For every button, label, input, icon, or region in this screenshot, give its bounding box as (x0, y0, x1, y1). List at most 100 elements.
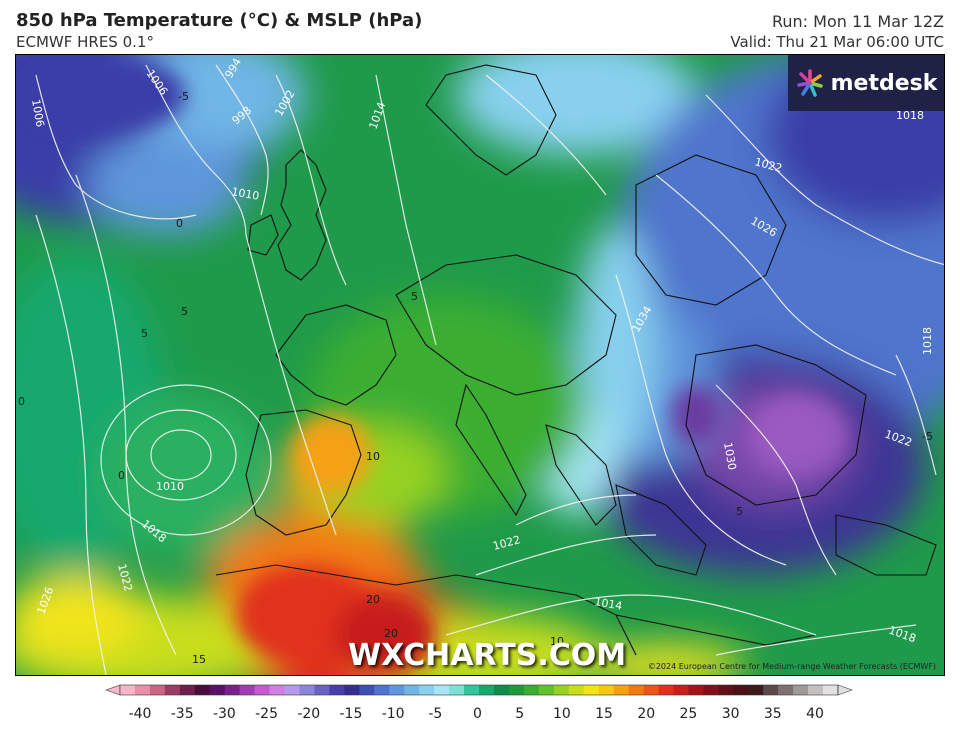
scale-tick-label: 30 (722, 706, 740, 722)
scale-swatch (134, 685, 151, 695)
scale-swatch (389, 685, 405, 695)
scale-tick-label: 20 (637, 706, 655, 722)
scale-swatch (733, 685, 749, 695)
temp-labels: -5 0 5 5 0 0 10 20 20 15 10 5 -5 5 (18, 90, 933, 666)
scale-swatch (673, 685, 689, 695)
isobar-labels: 1006 1006 994 998 1002 1010 1014 1010 10… (29, 56, 934, 646)
scale-swatch (404, 685, 420, 695)
scale-swatch (464, 685, 480, 695)
scale-swatch (479, 685, 495, 695)
scale-tick-label: 25 (680, 706, 698, 722)
scale-outline (119, 684, 839, 696)
scale-swatch (538, 685, 555, 695)
scale-swatch (703, 685, 719, 695)
scale-swatch (778, 685, 794, 695)
chart-header: 850 hPa Temperature (°C) & MSLP (hPa) EC… (0, 0, 960, 54)
scale-swatch (598, 685, 614, 695)
scale-swatch (508, 685, 525, 695)
copyright-text: ©2024 European Centre for Medium-range W… (647, 662, 936, 671)
valid-time: Valid: Thu 21 Mar 06:00 UTC (730, 33, 944, 51)
scale-tick-label: 35 (764, 706, 782, 722)
scale-tick-label: 10 (553, 706, 571, 722)
temp-label: 0 (118, 469, 125, 482)
isobar-label: 1010 (230, 185, 260, 203)
scale-swatch (793, 685, 809, 695)
color-scale-ticks: -40 -35 -30 -25 -20 -15 -10 -5 0 5 10 15 20 25 30 35 40 (129, 706, 824, 722)
scale-tick-label: 15 (595, 706, 613, 722)
temp-label: 0 (18, 395, 25, 408)
scale-swatch (493, 685, 510, 695)
temp-label: 5 (181, 305, 188, 318)
isobar-label: 1018 (896, 109, 924, 122)
scale-swatch (329, 685, 345, 695)
scale-tick-label: -25 (255, 706, 278, 722)
scale-tick-label: 0 (473, 706, 482, 722)
isobar-label: 1010 (156, 480, 184, 493)
metdesk-logo-text: metdesk (830, 70, 938, 96)
scale-swatch (628, 685, 644, 695)
color-scale-svg: -40 -35 -30 -25 -20 -15 -10 -5 0 5 10 15 20 25 30 35 40 (105, 684, 853, 722)
scale-tick-label: -20 (297, 706, 320, 722)
scale-swatch (299, 685, 315, 695)
scale-tick-label: -10 (382, 706, 405, 722)
scale-swatch (613, 685, 629, 695)
scale-swatch (284, 685, 300, 695)
isobar-label: 1014 (593, 595, 623, 613)
temp-label: 0 (176, 217, 183, 230)
wxcharts-watermark: WXCHARTS.COM (348, 638, 627, 673)
scale-swatch (568, 685, 585, 695)
metdesk-logo: metdesk (788, 55, 944, 111)
metdesk-logo-icon (796, 69, 823, 97)
map-canvas: 1006 1006 994 998 1002 1010 1014 1010 10… (16, 55, 944, 675)
scale-swatch (374, 685, 390, 695)
scale-swatch (194, 685, 211, 695)
isobar-label: 1030 (721, 441, 739, 471)
scale-tick-label: -35 (171, 706, 194, 722)
scale-tick-label: -15 (340, 706, 363, 722)
scale-arrow-left (105, 684, 121, 696)
scale-swatch (718, 685, 734, 695)
scale-swatch (239, 685, 255, 695)
scale-swatch (748, 685, 764, 695)
chart-title: 850 hPa Temperature (°C) & MSLP (hPa) (16, 10, 423, 31)
scale-swatch (344, 685, 360, 695)
isobars (35, 64, 944, 675)
scale-swatch (269, 685, 285, 695)
temp-label: 10 (550, 635, 564, 648)
temp-label: 5 (736, 505, 743, 518)
scale-swatch (823, 685, 839, 695)
isobar-label: 1006 (29, 98, 47, 128)
scale-swatch (254, 685, 270, 695)
temp-label: -5 (922, 430, 933, 443)
temp-label: 10 (366, 450, 380, 463)
scale-tick-label: 40 (806, 706, 824, 722)
scale-swatch (209, 685, 226, 695)
scale-swatch (553, 685, 570, 695)
color-scale: -40 -35 -30 -25 -20 -15 -10 -5 0 5 10 15 20 25 30 35 40 (0, 676, 960, 735)
scale-arrow-right (837, 684, 853, 696)
temp-label: -5 (178, 90, 189, 103)
scale-swatch (449, 685, 465, 695)
scale-tick-label: -30 (213, 706, 236, 722)
scale-swatch (434, 685, 450, 695)
model-label: ECMWF HRES 0.1° (16, 33, 154, 51)
temp-label: 20 (366, 593, 380, 606)
scale-swatch (149, 685, 166, 695)
scale-swatch (583, 685, 599, 695)
weather-map: 1006 1006 994 998 1002 1010 1014 1010 10… (15, 54, 945, 676)
run-time: Run: Mon 11 Mar 12Z (771, 12, 944, 31)
scale-tick-label: 5 (515, 706, 524, 722)
temp-label: 20 (384, 627, 398, 640)
scale-swatch (179, 685, 196, 695)
scale-swatch (658, 685, 674, 695)
scale-swatch (523, 685, 540, 695)
scale-swatch (763, 685, 779, 695)
scale-swatch (643, 685, 659, 695)
temp-label: 5 (411, 290, 418, 303)
scale-swatch (164, 685, 181, 695)
scale-tick-label: -5 (428, 706, 442, 722)
scale-swatch (314, 685, 330, 695)
temp-label: 5 (141, 327, 148, 340)
coastlines (215, 64, 937, 656)
scale-swatch (688, 685, 704, 695)
